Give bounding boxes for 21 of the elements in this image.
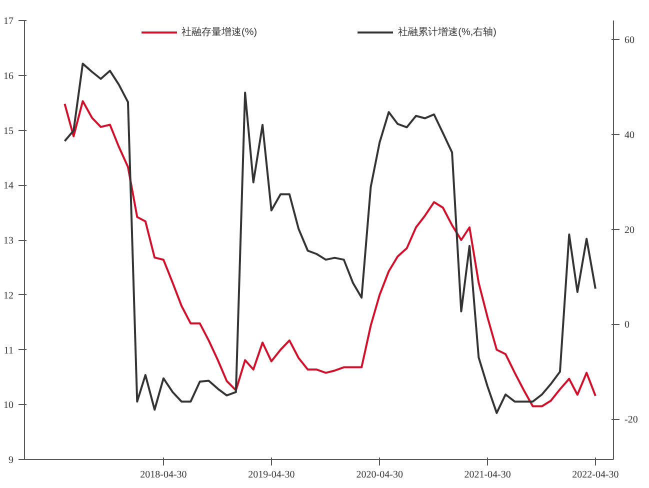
y-tick-label: 14 xyxy=(4,180,14,192)
x-tick-label: 2019-04-30 xyxy=(248,470,295,480)
x-tick-label: 2020-04-30 xyxy=(356,470,403,480)
x-tick-label: 2021-04-30 xyxy=(464,470,511,480)
legend-label: 社融存量增速(%) xyxy=(182,26,258,39)
y-tick-label: 15 xyxy=(4,126,14,137)
y-tick-label: 17 xyxy=(4,16,14,27)
y-tick-label: 9 xyxy=(8,455,14,466)
y-tick-label: 13 xyxy=(4,236,14,246)
x-tick-label: 2018-04-30 xyxy=(140,470,187,480)
y2-tick-label: 60 xyxy=(624,34,634,46)
y2-tick-label: 0 xyxy=(624,320,630,331)
y-tick-label: 12 xyxy=(4,290,14,302)
legend-label: 社融累计增速(%,右轴) xyxy=(398,26,496,39)
y2-tick-label: 20 xyxy=(624,224,634,236)
y-tick-label: 10 xyxy=(4,400,14,412)
y2-tick-label: -20 xyxy=(624,414,638,426)
y-tick-label: 16 xyxy=(4,70,14,82)
y2-tick-label: 40 xyxy=(624,130,634,141)
y-tick-label: 11 xyxy=(4,345,14,356)
x-tick-label: 2022-04-30 xyxy=(572,470,619,480)
